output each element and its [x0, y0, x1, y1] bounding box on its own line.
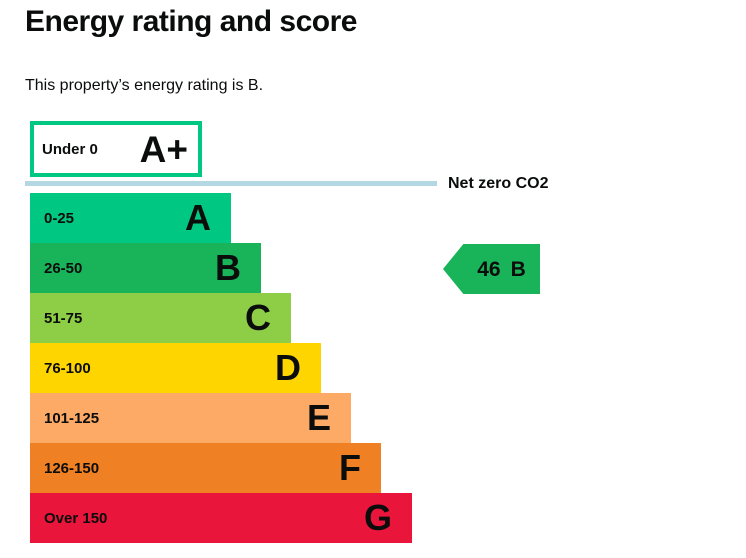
net-zero-label: Net zero CO2 [448, 175, 549, 192]
band-row-b: 26-50 B [30, 243, 261, 293]
score-pointer-arrow: 46 B [443, 244, 540, 294]
band-letter: D [275, 347, 301, 388]
band-range-label: 76-100 [44, 359, 91, 377]
score-value: 46 [477, 257, 501, 281]
band-letter: A [185, 197, 211, 238]
score-rating-letter: B [510, 257, 526, 281]
band-letter: E [306, 397, 331, 438]
page-subtitle: This property’s energy rating is B. [25, 77, 264, 94]
net-zero-line [25, 181, 437, 186]
band-letter: G [363, 497, 392, 538]
band-row-e: 101-125 E [30, 393, 351, 443]
band-range-label: 101-125 [44, 409, 100, 427]
band-row-f: 126-150 F [30, 443, 381, 493]
band-row-c: 51-75 C [30, 293, 291, 343]
band-range-label: Under 0 [42, 140, 98, 158]
page-title: Energy rating and score [25, 5, 357, 38]
band-range-label: 51-75 [44, 309, 83, 327]
band-letter: C [245, 297, 271, 338]
band-letter: B [215, 247, 241, 288]
band-row-d: 76-100 D [30, 343, 321, 393]
band-row-a: 0-25 A [30, 193, 231, 243]
band-letter: A+ [139, 128, 188, 170]
band-range-label: 26-50 [44, 259, 83, 277]
band-range-label: Over 150 [44, 509, 108, 527]
band-range-label: 0-25 [44, 209, 75, 227]
band-letter: F [339, 447, 361, 488]
band-range-label: 126-150 [44, 459, 100, 477]
band-row-g: Over 150 G [30, 493, 412, 543]
band-row-a-plus: Under 0 A+ [30, 121, 202, 177]
